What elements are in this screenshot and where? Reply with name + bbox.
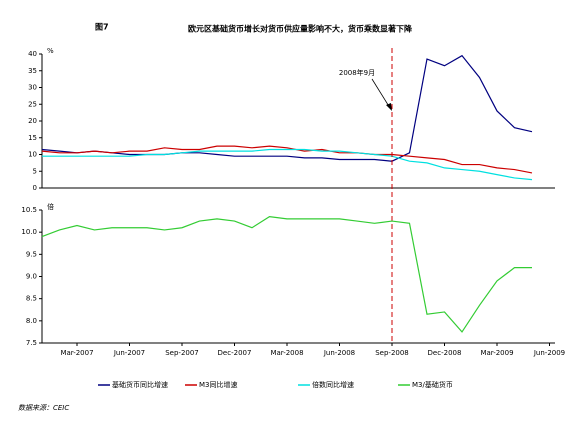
x-tick-label: Mar-2007 [60, 349, 93, 357]
y-tick-label: 30 [28, 84, 37, 92]
y-tick-label: 8.0 [26, 317, 37, 325]
y-tick-label: 10.0 [21, 228, 37, 236]
y-tick-label: 9.0 [26, 273, 37, 281]
x-tick-label: Jun-2007 [113, 349, 145, 357]
y-tick-label: 40 [28, 50, 37, 58]
x-tick-label: Mar-2009 [480, 349, 513, 357]
legend-label: 倍数同比增速 [312, 380, 354, 389]
x-tick-label: Sep-2008 [375, 349, 409, 357]
y-tick-label: 15 [28, 134, 37, 142]
legend-label: M3同比增速 [199, 380, 238, 389]
series-line [41, 145, 533, 174]
y-tick-label: 25 [28, 100, 37, 108]
arrow-head [386, 103, 392, 111]
y-tick-label: 9.5 [26, 250, 37, 258]
y-tick-label: 35 [28, 67, 37, 75]
unit-label: % [47, 47, 54, 55]
series-line [42, 148, 533, 181]
y-tick-label: 10 [28, 151, 37, 159]
chart-title: 欧元区基础货币增长对货币供应量影响不大，货币乘数显著下降 [188, 24, 413, 34]
series-line [41, 54, 533, 162]
y-tick-label: 0 [33, 184, 37, 192]
y-tick-label: 7.5 [26, 339, 37, 347]
x-tick-label: Sep-2007 [165, 349, 199, 357]
y-tick-label: 10.5 [21, 206, 37, 214]
y-tick-label: 5 [33, 167, 37, 175]
legend-label: 基础货币同比增速 [112, 380, 168, 389]
annotation-arrow [371, 78, 391, 109]
x-tick-label: Jun-2008 [323, 349, 355, 357]
unit-label: 倍 [47, 202, 54, 211]
x-tick-label: Dec-2007 [218, 349, 252, 357]
source-note: 数据来源：CEIC [18, 404, 69, 412]
y-tick-label: 20 [28, 117, 37, 125]
x-tick-label: Dec-2008 [428, 349, 462, 357]
series-line [41, 216, 532, 333]
y-tick-label: 8.5 [26, 295, 37, 303]
x-tick-label: Jun-2009 [533, 349, 565, 357]
annotation: 2008年9月 [339, 68, 375, 77]
legend-label: M3/基础货币 [412, 380, 453, 389]
x-tick-label: Mar-2008 [270, 349, 303, 357]
figure-label: 图7 [95, 23, 109, 32]
